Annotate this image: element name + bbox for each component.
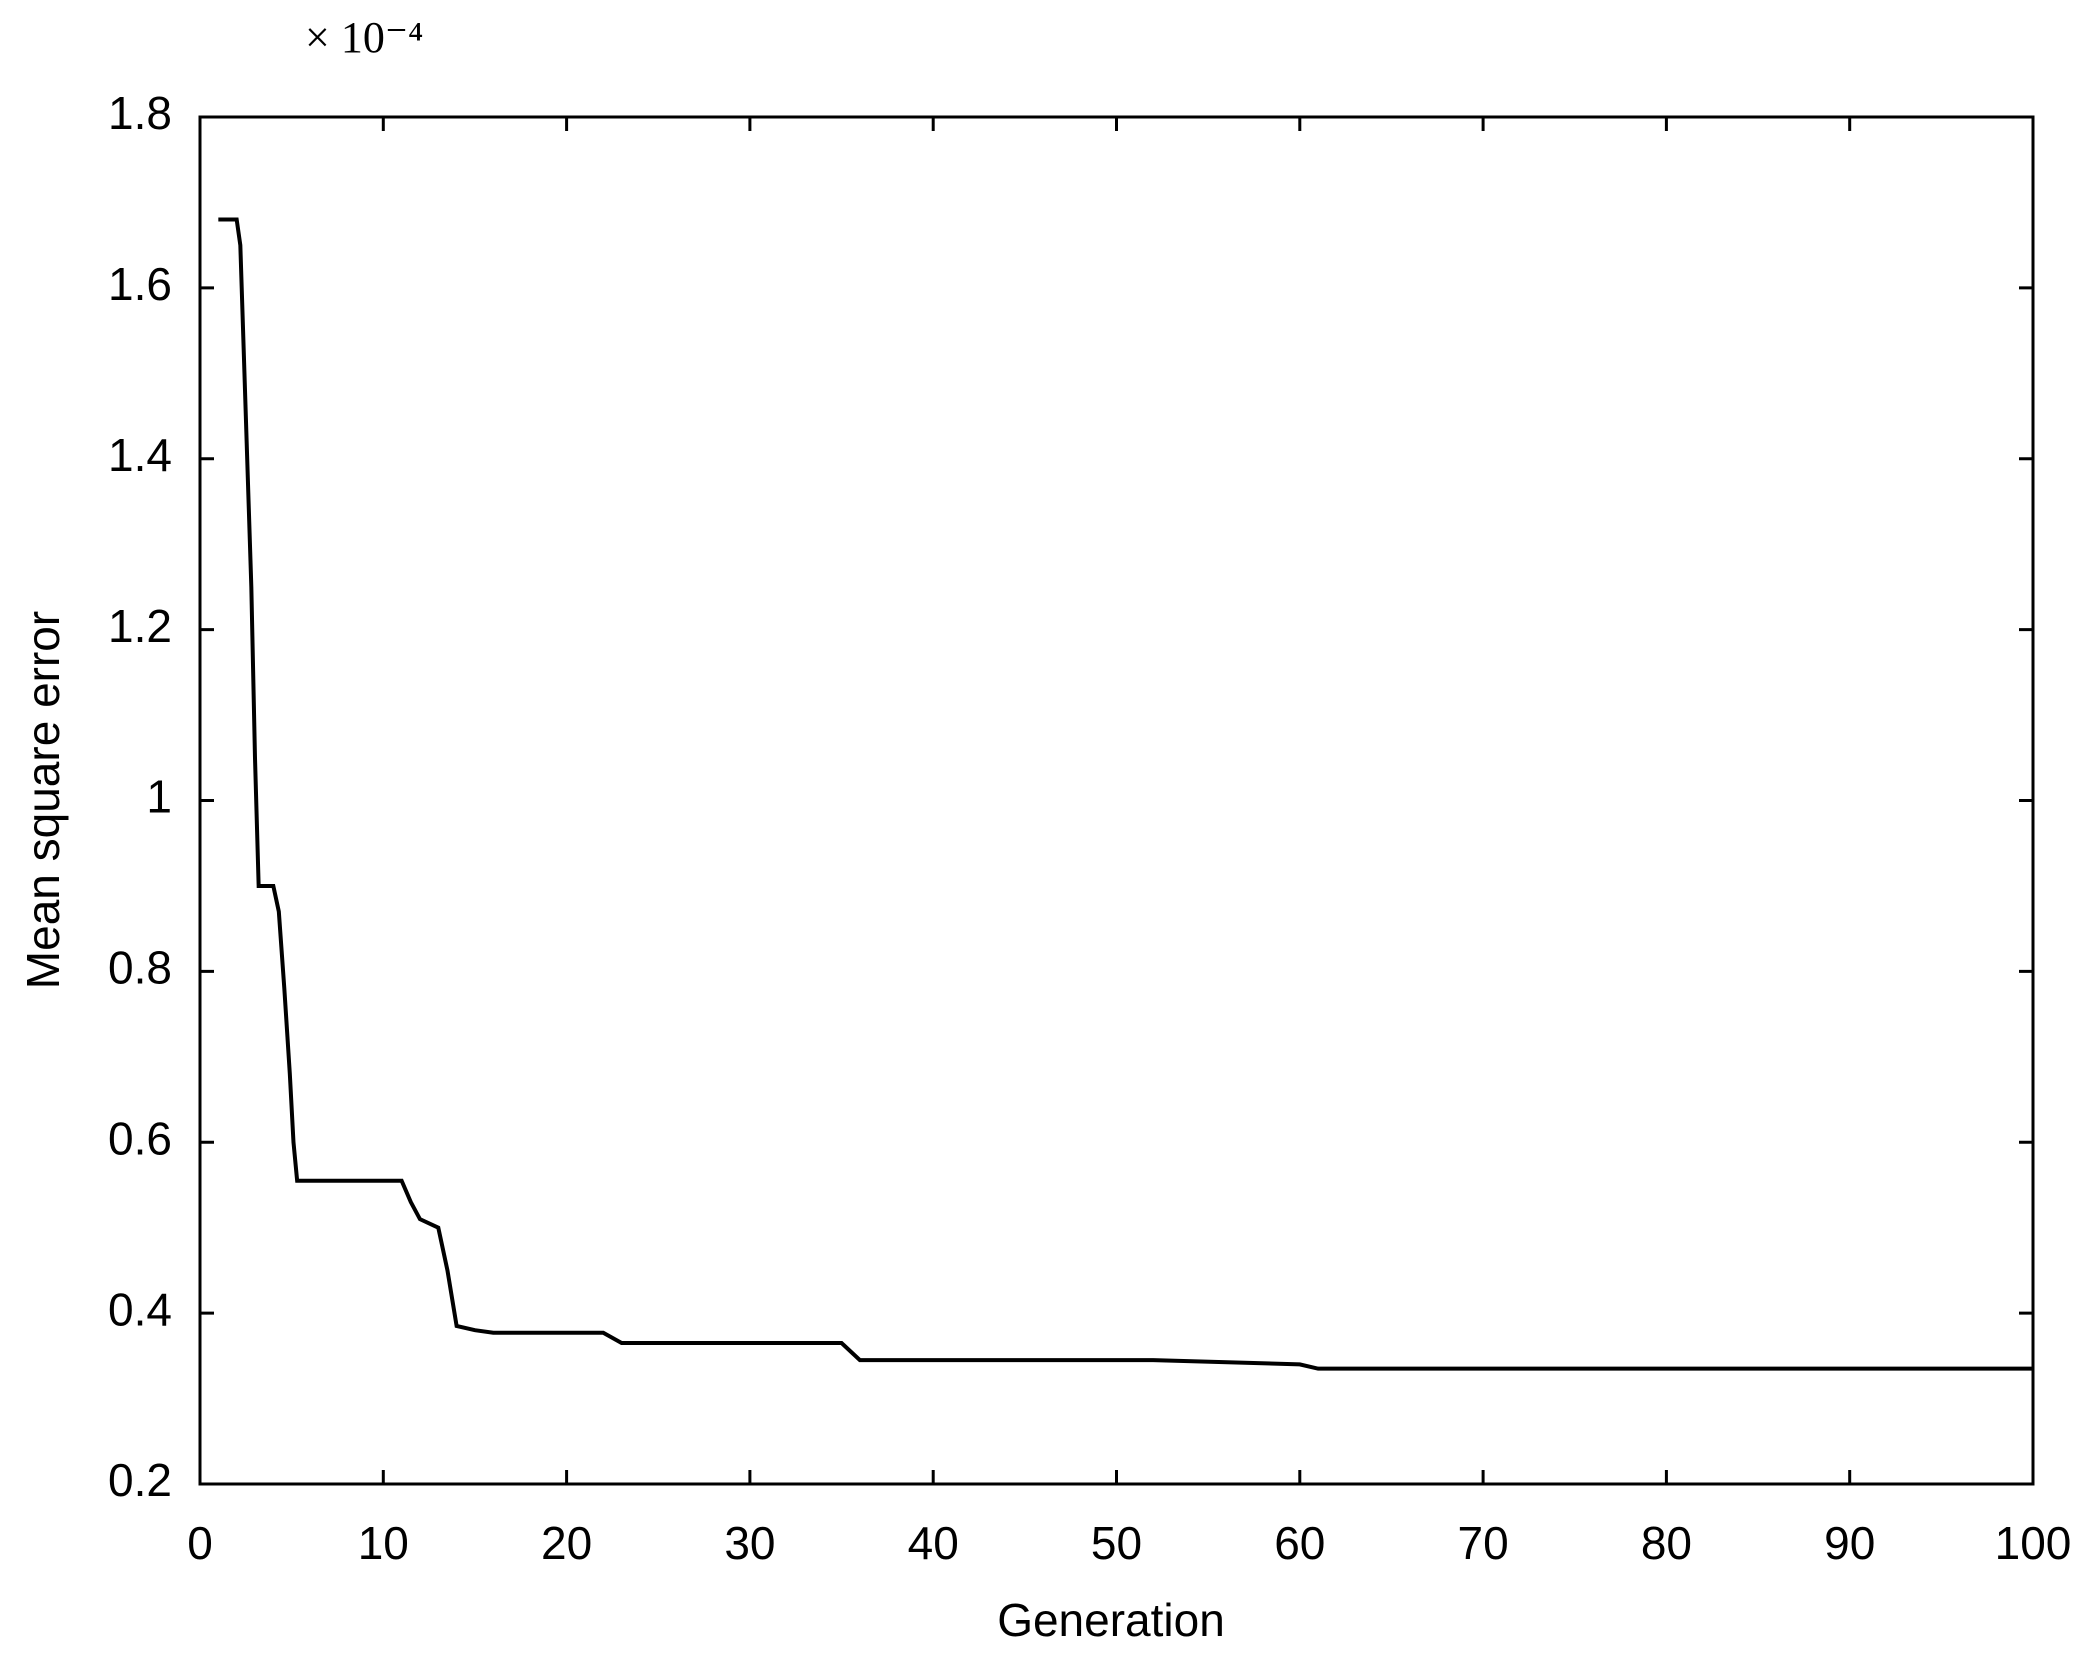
y-tick-label: 0.4 xyxy=(108,1283,172,1335)
x-tick-label: 10 xyxy=(358,1517,409,1569)
y-tick-label: 0.6 xyxy=(108,1112,172,1164)
x-axis-label: Generation xyxy=(997,1594,1225,1646)
y-tick-label: 0.2 xyxy=(108,1454,172,1506)
x-tick-label: 40 xyxy=(908,1517,959,1569)
y-tick-label: 0.8 xyxy=(108,942,172,994)
data-line xyxy=(218,217,2033,1371)
x-tick-label: 0 xyxy=(187,1517,213,1569)
x-tick-label: 90 xyxy=(1824,1517,1875,1569)
x-tick-label: 50 xyxy=(1091,1517,1142,1569)
x-tick-label: 30 xyxy=(724,1517,775,1569)
x-tick-label: 100 xyxy=(1995,1517,2072,1569)
x-tick-label: 60 xyxy=(1274,1517,1325,1569)
x-tick-label: 20 xyxy=(541,1517,592,1569)
x-tick-label: 80 xyxy=(1641,1517,1692,1569)
y-tick-label: 1.8 xyxy=(108,87,172,139)
axes-box xyxy=(198,115,2035,1486)
x-tick-label: 70 xyxy=(1458,1517,1509,1569)
y-axis-label: Mean square error xyxy=(17,611,69,989)
y-tick-label: 1.2 xyxy=(108,600,172,652)
y-scale-label: × 10⁻⁴ xyxy=(305,13,423,62)
y-tick-label: 1.6 xyxy=(108,258,172,310)
y-tick-label: 1 xyxy=(146,771,172,823)
y-tick-label: 1.4 xyxy=(108,429,172,481)
